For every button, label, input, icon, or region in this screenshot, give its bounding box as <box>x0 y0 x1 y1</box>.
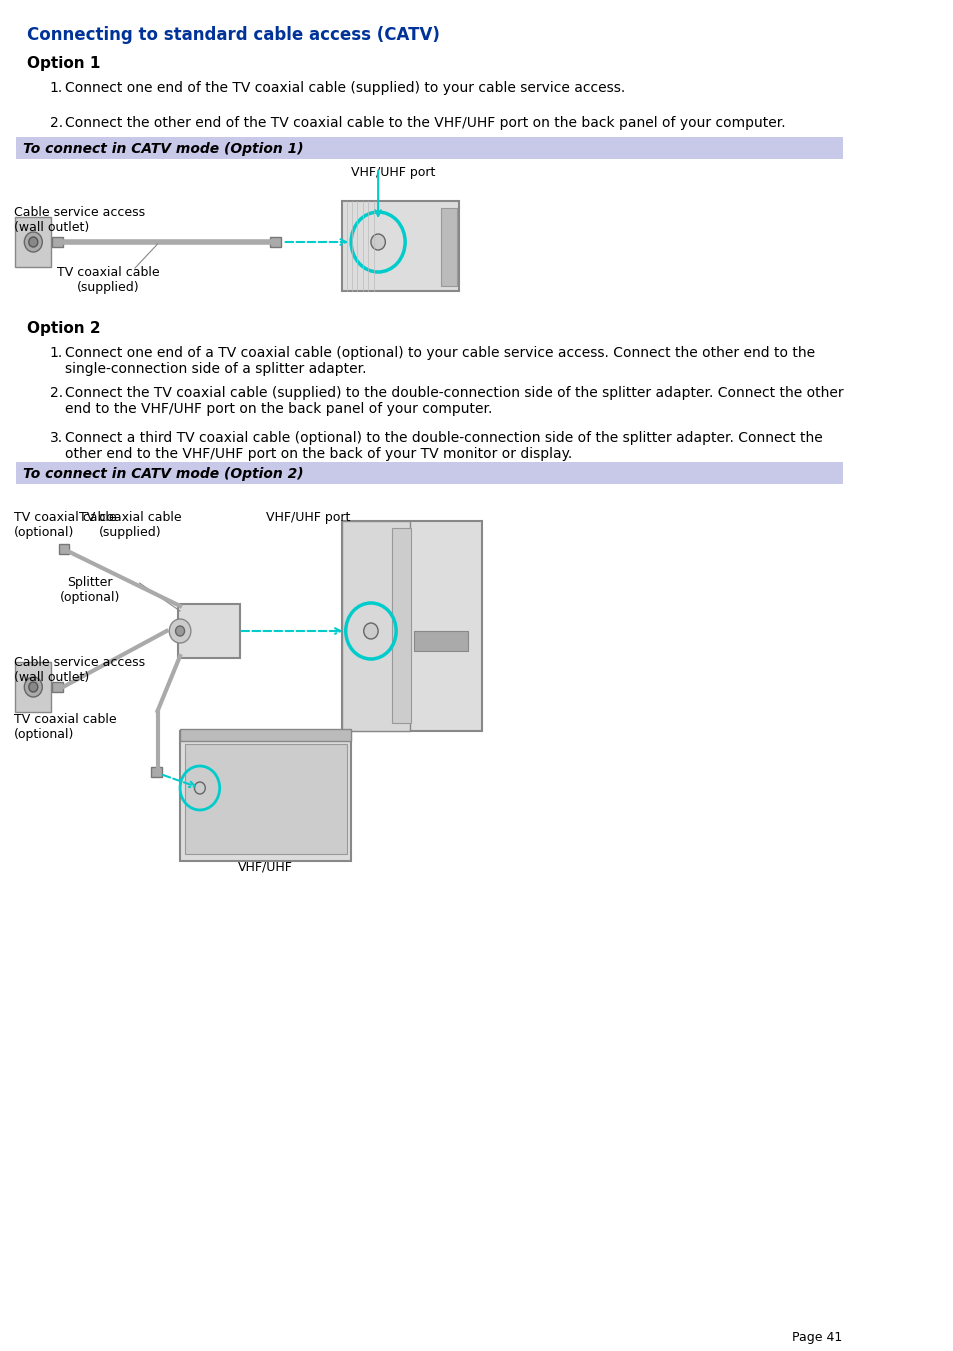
Text: Option 1: Option 1 <box>27 55 100 72</box>
Text: TV coaxial cable
(supplied): TV coaxial cable (supplied) <box>79 511 182 539</box>
Text: VHF/UHF port: VHF/UHF port <box>265 511 350 524</box>
Text: Connect one end of a TV coaxial cable (optional) to your cable service access. C: Connect one end of a TV coaxial cable (o… <box>65 346 814 376</box>
FancyBboxPatch shape <box>342 201 458 290</box>
Circle shape <box>363 623 377 639</box>
Text: Splitter
(optional): Splitter (optional) <box>60 576 120 604</box>
Circle shape <box>371 234 385 250</box>
Text: 1.: 1. <box>50 346 63 359</box>
FancyBboxPatch shape <box>52 682 63 692</box>
FancyBboxPatch shape <box>180 730 351 740</box>
FancyBboxPatch shape <box>178 604 240 658</box>
Text: Cable service access
(wall outlet): Cable service access (wall outlet) <box>13 205 145 234</box>
Text: VHF/UHF: VHF/UHF <box>238 861 293 874</box>
Text: 3.: 3. <box>50 431 63 444</box>
Text: Connect a third TV coaxial cable (optional) to the double-connection side of the: Connect a third TV coaxial cable (option… <box>65 431 821 461</box>
Circle shape <box>175 626 184 636</box>
Text: To connect in CATV mode (Option 2): To connect in CATV mode (Option 2) <box>24 467 304 481</box>
FancyBboxPatch shape <box>270 236 280 247</box>
Text: TV coaxial cable
(optional): TV coaxial cable (optional) <box>13 511 116 539</box>
FancyBboxPatch shape <box>52 236 63 247</box>
Text: Connect the TV coaxial cable (supplied) to the double-connection side of the spl: Connect the TV coaxial cable (supplied) … <box>65 386 842 416</box>
Text: Page 41: Page 41 <box>792 1331 841 1344</box>
Text: TV coaxial cable
(optional): TV coaxial cable (optional) <box>13 713 116 740</box>
Text: To connect in CATV mode (Option 1): To connect in CATV mode (Option 1) <box>24 142 304 155</box>
Text: Connect one end of the TV coaxial cable (supplied) to your cable service access.: Connect one end of the TV coaxial cable … <box>65 81 624 95</box>
FancyBboxPatch shape <box>342 521 409 731</box>
Text: TV coaxial cable
(supplied): TV coaxial cable (supplied) <box>56 266 159 295</box>
Text: 1.: 1. <box>50 81 63 95</box>
Text: VHF/UHF port: VHF/UHF port <box>351 166 436 178</box>
Circle shape <box>24 232 42 253</box>
Text: Connect the other end of the TV coaxial cable to the VHF/UHF port on the back pa: Connect the other end of the TV coaxial … <box>65 116 784 130</box>
Circle shape <box>194 782 205 794</box>
FancyBboxPatch shape <box>15 662 51 712</box>
FancyBboxPatch shape <box>392 528 411 723</box>
Circle shape <box>24 677 42 697</box>
Text: Connecting to standard cable access (CATV): Connecting to standard cable access (CAT… <box>27 26 439 45</box>
FancyBboxPatch shape <box>184 744 346 854</box>
Circle shape <box>29 682 38 692</box>
Text: 2.: 2. <box>50 116 63 130</box>
FancyBboxPatch shape <box>15 218 51 267</box>
FancyBboxPatch shape <box>342 521 481 731</box>
Text: Cable service access
(wall outlet): Cable service access (wall outlet) <box>13 657 145 684</box>
FancyBboxPatch shape <box>180 731 351 861</box>
FancyBboxPatch shape <box>16 462 841 484</box>
FancyBboxPatch shape <box>152 767 162 777</box>
FancyBboxPatch shape <box>16 136 841 159</box>
FancyBboxPatch shape <box>414 631 468 651</box>
FancyBboxPatch shape <box>440 208 456 286</box>
Circle shape <box>29 236 38 247</box>
Text: Option 2: Option 2 <box>27 322 100 336</box>
Text: 2.: 2. <box>50 386 63 400</box>
FancyBboxPatch shape <box>58 544 70 554</box>
Circle shape <box>169 619 191 643</box>
